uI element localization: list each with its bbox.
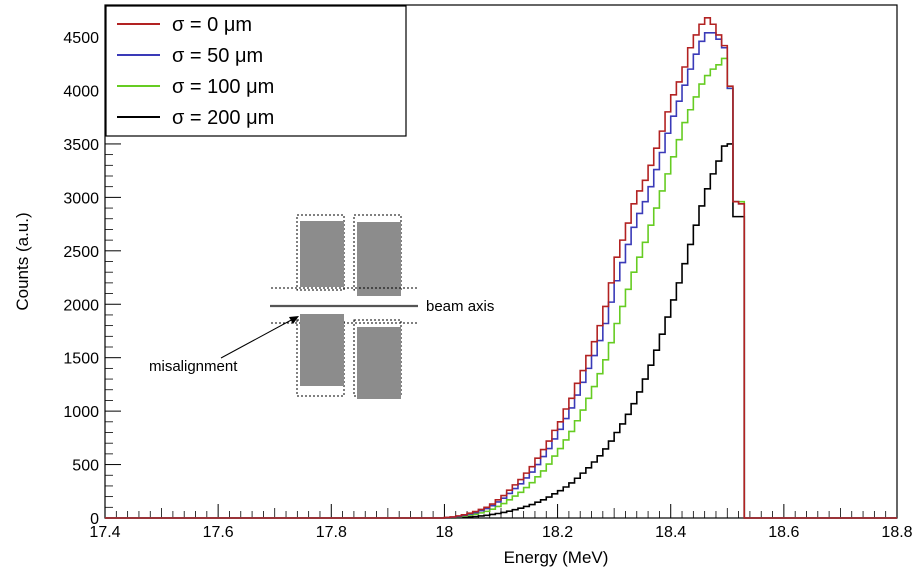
misalignment-inset: beam axis misalignment [149,214,494,399]
y-tick-label: 2000 [63,297,99,314]
x-tick-label: 18.8 [881,524,912,541]
x-axis-title: Energy (MeV) [504,548,609,567]
series-layer [105,17,897,519]
y-tick-label: 1500 [63,351,99,368]
x-tick-label: 18 [436,524,454,541]
y-tick-label: 2500 [63,244,99,261]
legend-label: σ = 50 μm [172,45,263,67]
series-line [105,17,897,519]
y-tick-label: 4000 [63,84,99,101]
y-tick-label: 3500 [63,137,99,154]
x-tick-label: 18.2 [542,524,573,541]
axis-labels: Energy (MeV) Counts (a.u.) [13,212,608,567]
x-tick-label: 18.4 [655,524,686,541]
legend-label: σ = 0 μm [172,14,252,36]
y-tick-label: 4500 [63,30,99,47]
series-line [105,57,897,519]
misalignment-arrow [220,317,296,359]
upper-right-block [357,222,401,296]
y-tick-label: 3000 [63,190,99,207]
y-tick-label: 1000 [63,404,99,421]
x-tick-label: 17.6 [203,524,234,541]
lower-right-block [357,327,401,399]
x-tick-label: 17.4 [89,524,120,541]
y-tick-label: 500 [72,458,99,475]
y-axis-title: Counts (a.u.) [13,212,32,310]
misalignment-label: misalignment [149,358,238,375]
legend: σ = 0 μm σ = 50 μm σ = 100 μm σ = 200 μm [105,5,407,137]
beam-axis-label: beam axis [426,298,494,315]
series-line [105,143,897,519]
upper-left-block [300,221,344,287]
series-line [105,31,897,519]
y-tick-label: 0 [90,511,99,528]
lower-left-block [300,314,344,386]
x-tick-label: 17.8 [316,524,347,541]
legend-label: σ = 200 μm [172,107,274,129]
arrow-head [289,316,299,324]
legend-box [105,5,407,137]
legend-label: σ = 100 μm [172,76,274,98]
x-tick-label: 18.6 [768,524,799,541]
